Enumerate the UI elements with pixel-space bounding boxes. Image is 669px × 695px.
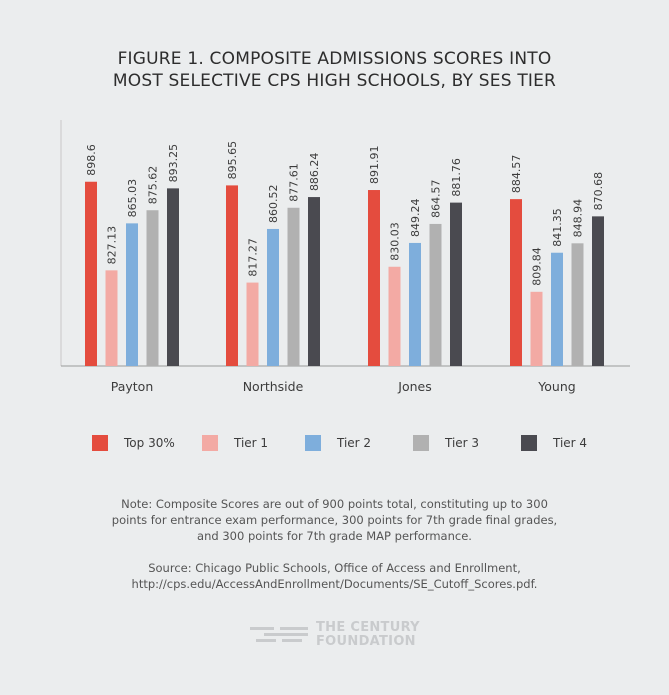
logo-mark-icon: [250, 625, 308, 645]
x-tick-label: Northside: [243, 379, 304, 394]
data-label: 865.03: [126, 179, 139, 218]
chart-title: FIGURE 1. COMPOSITE ADMISSIONS SCORES IN…: [0, 48, 669, 92]
bar-payton-tier-4: [167, 188, 179, 366]
data-label: 898.6: [85, 144, 98, 176]
legend-item-tier-1: Tier 1: [202, 435, 268, 451]
logo-text-line-1: THE CENTURY: [316, 620, 420, 635]
bar-northside-top-30: [226, 185, 238, 366]
chart-title-line-2: MOST SELECTIVE CPS HIGH SCHOOLS, BY SES …: [112, 71, 557, 91]
bar-chart: 898.6 827.13 865.03 875.62 893.25 Payton 895.6…: [60, 120, 630, 394]
data-label: 895.65: [226, 141, 239, 180]
bar-young-tier-2: [551, 252, 563, 366]
note-line-2: points for entrance exam performance, 30…: [111, 513, 558, 527]
legend-item-tier-2: Tier 2: [305, 435, 371, 451]
legend-label-tier-2: Tier 2: [337, 436, 372, 450]
note-line-3: and 300 points for 7th grade MAP perform…: [197, 529, 472, 543]
bar-young-tier-4: [592, 216, 604, 366]
x-tick-label: Jones: [397, 379, 431, 394]
chart-legend: Top 30% Tier 1 Tier 2 Tier 3 Tier 4: [0, 435, 669, 457]
bar-payton-tier-3: [146, 210, 159, 366]
bar-payton-tier-2: [126, 223, 138, 366]
note-line-1: Note: Composite Scores are out of 900 po…: [121, 497, 548, 511]
legend-label-tier-1: Tier 1: [234, 436, 269, 450]
legend-swatch-tier-4: [521, 435, 537, 451]
bar-payton-tier-1: [105, 270, 118, 366]
data-label: 830.03: [389, 222, 402, 261]
data-label: 875.62: [147, 166, 160, 205]
data-label: 893.25: [167, 144, 180, 183]
data-label: 817.27: [247, 238, 260, 277]
chart-source: Source: Chicago Public Schools, Office o…: [0, 560, 669, 592]
bar-jones-tier-4: [450, 202, 462, 366]
bar-northside-tier-4: [308, 197, 320, 366]
source-line-2: http://cps.edu/AccessAndEnrollment/Docum…: [131, 577, 538, 591]
x-tick-label: Young: [537, 379, 575, 394]
bar-jones-tier-2: [409, 242, 421, 366]
bar-young-tier-3: [571, 243, 584, 366]
chart-note: Note: Composite Scores are out of 900 po…: [0, 496, 669, 544]
legend-item-tier-3: Tier 3: [413, 435, 479, 451]
logo-text-line-2: FOUNDATION: [316, 634, 416, 649]
data-label: 877.61: [288, 163, 301, 202]
data-label: 827.13: [106, 226, 119, 265]
legend-label-tier-3: Tier 3: [445, 436, 480, 450]
data-label: 891.91: [368, 146, 381, 185]
legend-item-tier-4: Tier 4: [521, 435, 587, 451]
bar-jones-tier-3: [429, 223, 442, 366]
legend-swatch-top-30: [92, 435, 108, 451]
data-label: 848.94: [572, 199, 585, 238]
source-line-1: Source: Chicago Public Schools, Office o…: [148, 561, 521, 575]
legend-label-top-30: Top 30%: [124, 436, 175, 450]
bar-jones-top-30: [368, 190, 380, 366]
data-label: 881.76: [450, 158, 463, 197]
data-label: 860.52: [267, 184, 280, 223]
century-foundation-logo: THE CENTURY FOUNDATION: [250, 620, 430, 650]
bar-northside-tier-2: [267, 228, 279, 366]
bar-payton-top-30: [85, 181, 97, 366]
bar-young-top-30: [510, 199, 522, 366]
bar-jones-tier-1: [388, 266, 401, 366]
bar-young-tier-1: [530, 291, 543, 366]
data-label: 849.24: [409, 198, 422, 237]
data-label: 884.57: [510, 155, 523, 194]
logo-text: THE CENTURY FOUNDATION: [316, 621, 420, 649]
data-label: 809.84: [531, 247, 544, 286]
legend-swatch-tier-1: [202, 435, 218, 451]
bar-northside-tier-1: [246, 282, 259, 366]
legend-swatch-tier-2: [305, 435, 321, 451]
data-label: 841.35: [551, 208, 564, 247]
legend-swatch-tier-3: [413, 435, 429, 451]
data-label: 870.68: [592, 172, 605, 211]
legend-label-tier-4: Tier 4: [553, 436, 588, 450]
data-label: 886.24: [308, 153, 321, 192]
chart-title-line-1: FIGURE 1. COMPOSITE ADMISSIONS SCORES IN…: [117, 49, 552, 69]
data-label: 864.57: [430, 179, 443, 218]
bar-northside-tier-3: [287, 207, 300, 366]
legend-item-top-30: Top 30%: [92, 435, 175, 451]
x-tick-label: Payton: [111, 379, 154, 394]
